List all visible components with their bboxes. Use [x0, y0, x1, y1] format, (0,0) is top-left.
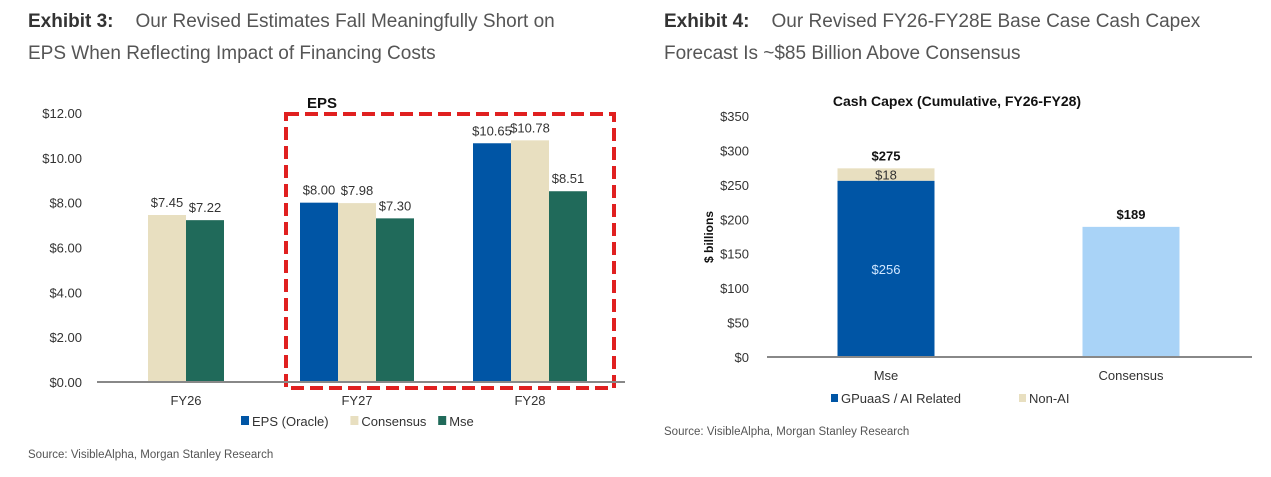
y-axis-label: $ billions: [702, 211, 716, 263]
legend-swatch: [438, 416, 447, 425]
x-tick-label: Mse: [874, 368, 899, 383]
bar-mse-fy26: [186, 220, 224, 382]
bar-eps-oracle--fy28: [473, 143, 511, 382]
x-tick-label: Consensus: [1098, 368, 1164, 383]
data-label: $10.65: [472, 123, 512, 138]
y-tick-label: $12.00: [42, 106, 82, 121]
legend-label: Mse: [449, 414, 474, 429]
legend-label: GPuaaS / AI Related: [841, 391, 961, 406]
exhibit4-title: Exhibit 4: Our Revised FY26-FY28E Base Ca…: [664, 6, 1264, 70]
bar-mse-fy28: [549, 191, 587, 382]
y-tick-label: $100: [720, 281, 749, 296]
y-tick-label: $300: [720, 143, 749, 158]
data-label: $7.22: [189, 200, 222, 215]
exhibit4-title-line1: Our Revised FY26-FY28E Base Case Cash Ca…: [771, 11, 1201, 32]
segment-label: $256: [872, 262, 901, 277]
data-label: $8.51: [552, 171, 585, 186]
data-label: $7.98: [341, 183, 374, 198]
y-tick-label: $200: [720, 212, 749, 227]
chart-title: Cash Capex (Cumulative, FY26-FY28): [833, 93, 1081, 109]
y-tick-label: $8.00: [49, 196, 82, 211]
bar-eps-oracle--fy27: [300, 202, 338, 382]
exhibit3-title-line1: Our Revised Estimates Fall Meaningfully …: [135, 11, 555, 32]
exhibit4-label: Exhibit 4:: [664, 11, 750, 32]
y-tick-label: $150: [720, 247, 749, 262]
legend-swatch: [350, 416, 359, 425]
legend-swatch: [1019, 394, 1026, 402]
bar-mse-fy27: [376, 218, 414, 382]
exhibit4-title-line2: Forecast Is ~$85 Billion Above Consensus: [664, 43, 1021, 64]
bar-segment-mse: [837, 168, 935, 181]
y-tick-label: $4.00: [49, 285, 82, 300]
exhibit3-title-line2: EPS When Reflecting Impact of Financing …: [28, 43, 436, 64]
bar-consensus-fy27: [338, 203, 376, 382]
data-label: $10.78: [510, 120, 550, 135]
highlight-dashed-box: [284, 112, 616, 390]
legend-swatch: [241, 416, 249, 425]
legend-label: EPS (Oracle): [252, 414, 329, 429]
y-tick-label: $6.00: [49, 241, 82, 256]
y-tick-label: $50: [727, 316, 749, 331]
highlight-label: EPS: [307, 95, 337, 112]
legend-swatch: [831, 394, 838, 402]
x-tick-label: FY28: [514, 393, 545, 408]
exhibit3-source: Source: VisibleAlpha, Morgan Stanley Res…: [28, 449, 274, 461]
total-label: $275: [872, 148, 901, 163]
data-label: $7.30: [379, 198, 412, 213]
y-tick-label: $250: [720, 178, 749, 193]
data-label: $8.00: [303, 183, 336, 198]
y-tick-label: $2.00: [49, 330, 82, 345]
x-tick-label: FY26: [170, 393, 201, 408]
y-tick-label: $10.00: [42, 151, 82, 166]
total-label: $189: [1117, 207, 1146, 222]
exhibit3-label: Exhibit 3:: [28, 11, 114, 32]
bar-segment-mse: [837, 180, 935, 357]
y-tick-label: $350: [720, 109, 749, 124]
legend-label: Consensus: [361, 414, 427, 429]
data-label: $7.45: [151, 195, 184, 210]
segment-label: $18: [875, 168, 897, 183]
y-tick-label: $0: [735, 350, 749, 365]
legend-label: Non-AI: [1029, 391, 1069, 406]
bar-segment-consensus: [1082, 226, 1180, 357]
bar-consensus-fy28: [511, 140, 549, 382]
x-tick-label: FY27: [341, 393, 372, 408]
y-tick-label: $0.00: [49, 375, 82, 390]
bar-consensus-fy26: [148, 214, 186, 382]
exhibit3-title: Exhibit 3: Our Revised Estimates Fall Mea…: [28, 6, 648, 70]
exhibit4-source: Source: VisibleAlpha, Morgan Stanley Res…: [664, 426, 910, 438]
